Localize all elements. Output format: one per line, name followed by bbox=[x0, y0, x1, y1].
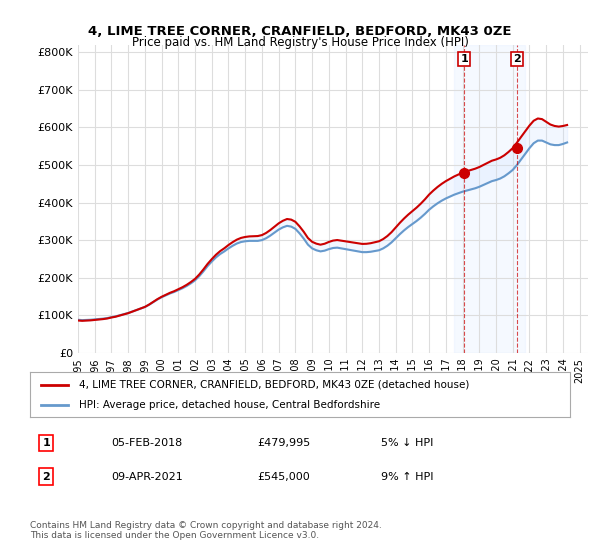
Text: 5% ↓ HPI: 5% ↓ HPI bbox=[381, 438, 433, 448]
Text: Contains HM Land Registry data © Crown copyright and database right 2024.
This d: Contains HM Land Registry data © Crown c… bbox=[30, 521, 382, 540]
Text: 05-FEB-2018: 05-FEB-2018 bbox=[111, 438, 182, 448]
Text: Price paid vs. HM Land Registry's House Price Index (HPI): Price paid vs. HM Land Registry's House … bbox=[131, 36, 469, 49]
Text: 2: 2 bbox=[43, 472, 50, 482]
Bar bbox=[454, 45, 525, 353]
Text: £545,000: £545,000 bbox=[257, 472, 310, 482]
Text: 1: 1 bbox=[43, 438, 50, 448]
Text: 4, LIME TREE CORNER, CRANFIELD, BEDFORD, MK43 0ZE (detached house): 4, LIME TREE CORNER, CRANFIELD, BEDFORD,… bbox=[79, 380, 469, 390]
Text: 9% ↑ HPI: 9% ↑ HPI bbox=[381, 472, 433, 482]
Text: 1: 1 bbox=[460, 54, 468, 64]
Text: HPI: Average price, detached house, Central Bedfordshire: HPI: Average price, detached house, Cent… bbox=[79, 400, 380, 410]
Text: £479,995: £479,995 bbox=[257, 438, 310, 448]
Text: 09-APR-2021: 09-APR-2021 bbox=[111, 472, 183, 482]
Text: 2: 2 bbox=[514, 54, 521, 64]
Text: 4, LIME TREE CORNER, CRANFIELD, BEDFORD, MK43 0ZE: 4, LIME TREE CORNER, CRANFIELD, BEDFORD,… bbox=[88, 25, 512, 38]
